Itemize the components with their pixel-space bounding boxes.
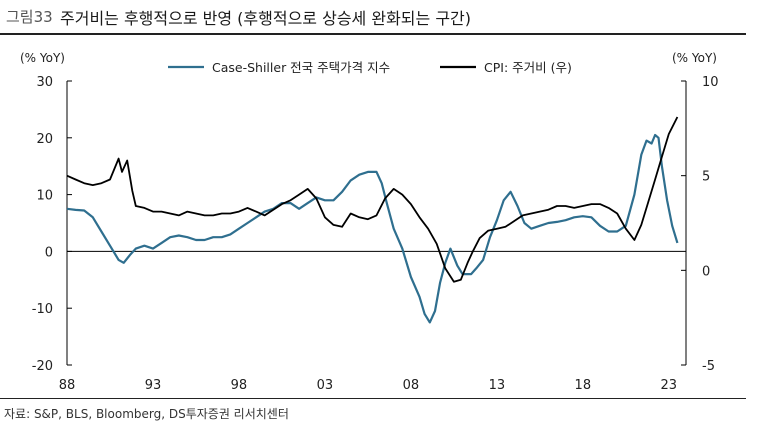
title-divider xyxy=(0,33,746,35)
right-tick-label: 10 xyxy=(702,75,719,90)
case-shiller-line xyxy=(66,133,679,324)
right-tick-label: 0 xyxy=(702,264,710,279)
left-tick-label: 20 xyxy=(36,132,53,147)
left-tick-label: 10 xyxy=(36,189,53,204)
left-tick-label: 30 xyxy=(36,75,53,90)
x-tick-label: 08 xyxy=(403,378,420,393)
left-tick-label: -10 xyxy=(32,302,53,317)
legend-label: Case-Shiller 전국 주택가격 지수 xyxy=(212,60,390,75)
figure-header: 그림33 주거비는 후행적으로 반영 (후행적으로 상승세 완화되는 구간) xyxy=(0,0,758,35)
left-tick-label: 0 xyxy=(45,245,53,260)
x-tick-label: 18 xyxy=(575,378,592,393)
x-tick-label: 03 xyxy=(317,378,334,393)
x-tick-label: 13 xyxy=(489,378,506,393)
right-tick-label: 5 xyxy=(702,170,710,185)
left-axis-unit: (% YoY) xyxy=(20,51,65,65)
right-tick-label: -5 xyxy=(702,359,715,374)
x-tick-label: 93 xyxy=(145,378,162,393)
legend-label: CPI: 주거비 (우) xyxy=(484,60,572,75)
x-tick-label: 98 xyxy=(231,378,248,393)
chart-title: 주거비는 후행적으로 반영 (후행적으로 상승세 완화되는 구간) xyxy=(60,9,472,28)
source-note: 자료: S&P, BLS, Bloomberg, DS투자증권 리서치센터 xyxy=(4,407,289,421)
right-axis-unit: (% YoY) xyxy=(672,51,717,65)
x-tick-label: 23 xyxy=(661,378,678,393)
cpi-shelter-line xyxy=(66,116,679,283)
x-tick-label: 88 xyxy=(59,378,76,393)
footer-divider xyxy=(0,398,746,399)
line-chart: 30 20 10 0 -10 -20 10 5 0 -5 88 93 98 03 08 13 18 23 Case… xyxy=(20,51,719,393)
figure-label: 그림33 xyxy=(6,8,53,26)
left-tick-label: -20 xyxy=(32,359,53,374)
